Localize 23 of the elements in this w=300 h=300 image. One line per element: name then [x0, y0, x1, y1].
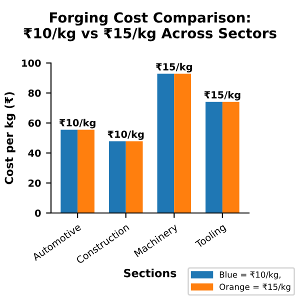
bar: [60, 130, 78, 213]
legend-label: Blue = ₹10/kg,: [220, 271, 280, 280]
bar: [222, 102, 240, 213]
bar: [174, 74, 192, 213]
y-axis-title: Cost per kg (₹): [4, 92, 16, 184]
bar: [206, 102, 222, 213]
chart-title: Forging Cost Comparison: ₹10/kg vs ₹15/kg Across Sectors: [24, 12, 276, 42]
y-tick-label: 40: [28, 149, 41, 157]
annotation: ₹15/kg: [204, 90, 240, 100]
bar: [108, 141, 126, 213]
y-tick-label: 100: [22, 59, 41, 67]
y-tick-label: 0: [34, 209, 41, 217]
legend-label: Orange = ₹15/kg: [220, 284, 290, 292]
y-tick-label: 20: [28, 179, 41, 187]
bar: [157, 74, 174, 213]
y-tick-label: 60: [28, 119, 41, 127]
bar: [78, 130, 94, 213]
bar: [126, 141, 143, 213]
annotation: ₹15/kg: [156, 62, 192, 72]
x-axis-title: Sections: [124, 268, 176, 278]
y-tick-label: 80: [28, 89, 41, 97]
annotation: ₹10/kg: [59, 118, 96, 128]
annotation: ₹10/kg: [108, 130, 144, 140]
